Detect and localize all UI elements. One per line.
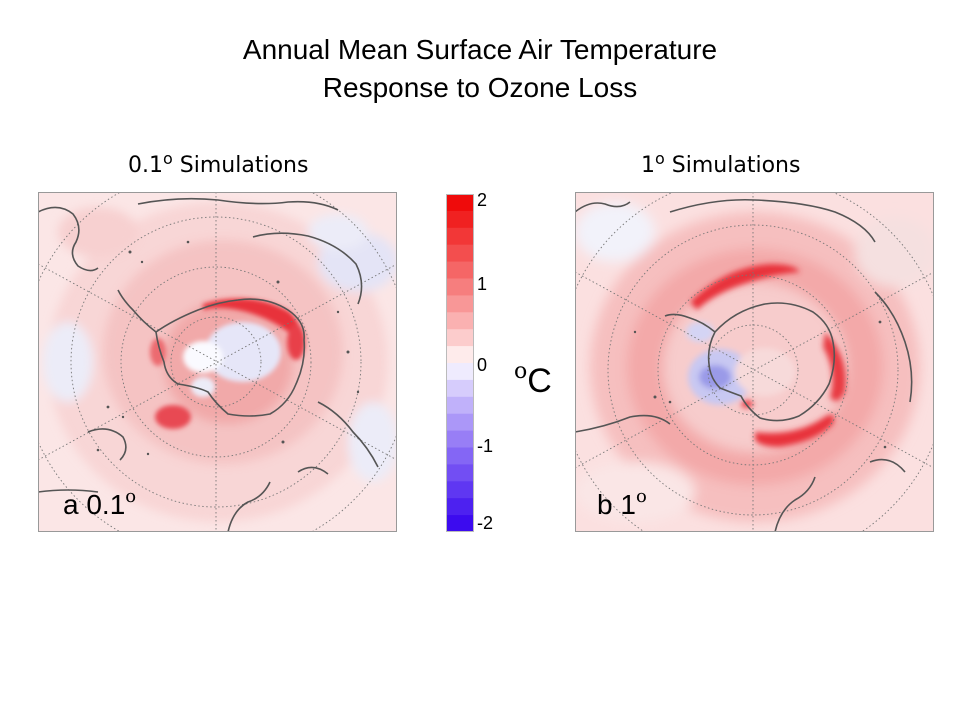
heading-right-value: 1	[641, 153, 655, 178]
heading-left-degree: o	[163, 149, 173, 168]
map-b-islands	[633, 320, 887, 449]
colorbar-unit-degree: o	[514, 359, 528, 384]
heading-left-suffix: Simulations	[172, 153, 309, 178]
colorbar-unit-label: oC	[514, 352, 552, 401]
colorbar-tick-2: 2	[477, 190, 488, 210]
panel-heading-right: 1o Simulations	[641, 144, 800, 181]
colorbar-tick-minus-2: -2	[477, 513, 494, 533]
map-a-label-text: a 0.1	[63, 489, 126, 520]
colorbar-swatch	[446, 413, 474, 432]
colorbar-swatch	[446, 227, 474, 246]
map-panel-a: a 0.1o	[38, 192, 397, 532]
colorbar-swatch	[446, 244, 474, 263]
colorbar-tick-minus-1: -1	[477, 436, 494, 456]
colorbar-swatch	[446, 346, 474, 364]
colorbar-swatch	[446, 430, 474, 448]
map-a-gridlines	[38, 192, 397, 532]
colorbar-swatch	[446, 194, 474, 212]
colorbar-swatch	[446, 498, 474, 516]
colorbar-svg	[446, 194, 474, 532]
colorbar-swatch	[446, 379, 474, 398]
colorbar-swatch	[446, 363, 474, 381]
colorbar-swatch	[446, 312, 474, 330]
colorbar-swatch	[446, 210, 474, 229]
map-a-svg	[38, 192, 397, 532]
heading-left-value: 0.1	[128, 153, 163, 178]
colorbar-unit-text: C	[527, 362, 552, 400]
map-b-coastline	[575, 198, 913, 532]
colorbar-swatch	[446, 278, 474, 296]
map-panel-b: b 1o	[575, 192, 934, 532]
map-b-label-text: b 1	[597, 489, 636, 520]
map-b-label-degree: o	[635, 486, 647, 507]
map-b-strong-anomaly	[686, 264, 846, 447]
title-line-2: Response to Ozone Loss	[322, 72, 638, 103]
map-a-frame	[38, 192, 397, 532]
map-b-gridlines	[575, 192, 934, 532]
colorbar-swatch	[446, 295, 474, 313]
map-a-label: a 0.1o	[63, 482, 136, 520]
heading-right-degree: o	[655, 149, 665, 168]
colorbar	[446, 194, 474, 532]
map-b-svg	[575, 192, 934, 532]
panel-heading-left: 0.1o Simulations	[128, 144, 308, 181]
colorbar-swatch	[446, 515, 474, 532]
colorbar-swatch	[446, 447, 474, 465]
map-a-strong-anomaly	[150, 298, 305, 429]
colorbar-tick-1: 1	[477, 274, 488, 294]
map-a-coastline	[38, 197, 379, 532]
map-b-frame	[575, 192, 934, 532]
colorbar-tick-0: 0	[477, 355, 488, 375]
colorbar-frame	[446, 194, 474, 532]
colorbar-swatch	[446, 261, 474, 279]
colorbar-swatch	[446, 464, 474, 482]
map-b-label: b 1o	[597, 482, 647, 520]
colorbar-swatch	[446, 481, 474, 499]
heading-right-suffix: Simulations	[664, 153, 801, 178]
title-line-1: Annual Mean Surface Air Temperature	[242, 34, 718, 65]
colorbar-swatch	[446, 329, 474, 347]
map-a-islands	[96, 240, 360, 456]
colorbar-swatch	[446, 396, 474, 415]
map-a-label-degree: o	[125, 486, 137, 507]
